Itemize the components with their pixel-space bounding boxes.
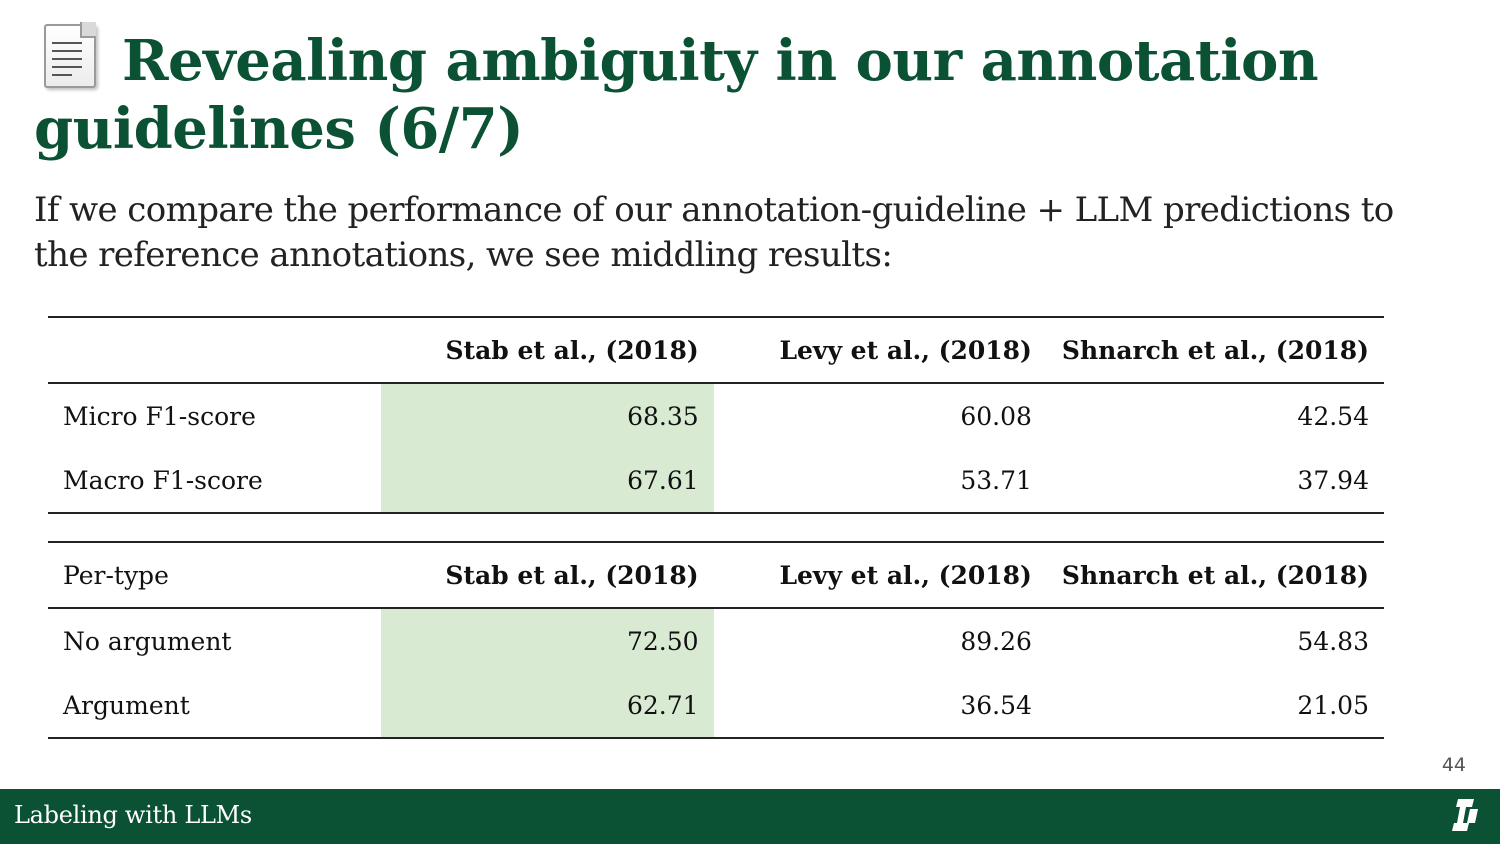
- table-cell: 54.83: [1297, 626, 1369, 656]
- page-number: 44: [1441, 754, 1466, 776]
- footer-text: Labeling with LLMs: [14, 801, 252, 829]
- column-header: [48, 317, 381, 383]
- column-header: Levy et al., (2018): [779, 335, 1032, 365]
- document-icon: [42, 22, 96, 88]
- row-label: No argument: [63, 626, 232, 656]
- table-cell: 21.05: [1297, 690, 1369, 720]
- table-cell: 60.08: [960, 401, 1032, 431]
- table-cell: 53.71: [960, 465, 1032, 495]
- table-cell: 67.61: [381, 448, 714, 513]
- table-cell: 42.54: [1297, 401, 1369, 431]
- column-header: Stab et al., (2018): [445, 560, 699, 590]
- row-label: Macro F1-score: [63, 465, 263, 495]
- column-header: Shnarch et al., (2018): [1061, 335, 1369, 365]
- table-header-row: Per-type Stab et al., (2018) Levy et al.…: [48, 542, 1384, 608]
- table-row: Macro F1-score 67.61 53.71 37.94: [48, 448, 1384, 513]
- slide-title-text: Revealing ambiguity in our annotation gu…: [34, 28, 1319, 162]
- table-header-row: Stab et al., (2018) Levy et al., (2018) …: [48, 317, 1384, 383]
- table-row: Argument 62.71 36.54 21.05: [48, 673, 1384, 738]
- intro-text: If we compare the performance of our ann…: [34, 190, 1394, 275]
- overall-results-table: Stab et al., (2018) Levy et al., (2018) …: [48, 316, 1384, 514]
- table-cell: 89.26: [960, 626, 1032, 656]
- column-header: Shnarch et al., (2018): [1061, 560, 1369, 590]
- table-cell: 68.35: [381, 383, 714, 448]
- slide-title: Revealing ambiguity in our annotation gu…: [34, 22, 1454, 163]
- table-row: No argument 72.50 89.26 54.83: [48, 608, 1384, 673]
- footer-bar: Labeling with LLMs: [0, 789, 1500, 844]
- table-cell: 72.50: [381, 608, 714, 673]
- column-header: Stab et al., (2018): [445, 335, 699, 365]
- table-cell: 62.71: [381, 673, 714, 738]
- per-type-results-table: Per-type Stab et al., (2018) Levy et al.…: [48, 541, 1384, 739]
- university-logo-icon: [1452, 799, 1478, 831]
- table-cell: 36.54: [960, 690, 1032, 720]
- table-row: Micro F1-score 68.35 60.08 42.54: [48, 383, 1384, 448]
- row-label: Micro F1-score: [63, 401, 256, 431]
- column-header: Per-type: [63, 560, 169, 590]
- row-label: Argument: [63, 690, 190, 720]
- table-cell: 37.94: [1297, 465, 1369, 495]
- column-header: Levy et al., (2018): [779, 560, 1032, 590]
